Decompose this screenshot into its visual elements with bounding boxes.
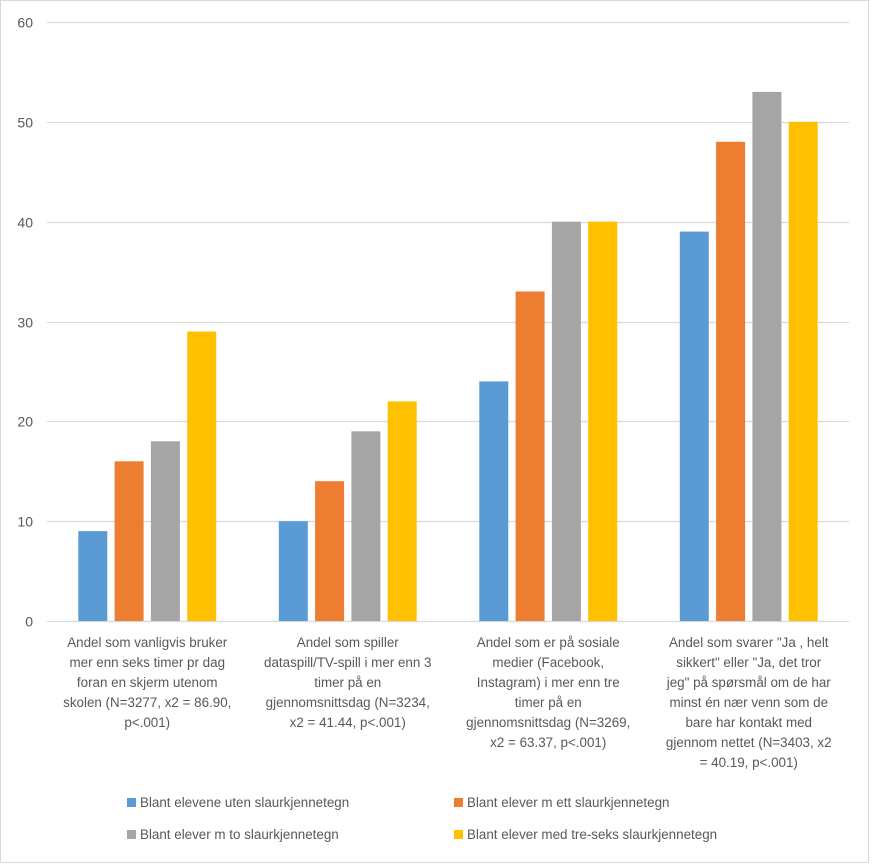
- x-category-label-line: x2 = 41.44, p<.001): [289, 715, 406, 730]
- y-tick-label: 50: [17, 115, 33, 131]
- legend-swatch: [127, 798, 136, 807]
- y-axis-ticks: 0 10 20 30 40 50 60: [17, 15, 33, 630]
- x-category-label-line: p<.001): [124, 715, 171, 730]
- x-category-label-line: = 40.19, p<.001): [699, 755, 798, 770]
- bar: [315, 481, 345, 621]
- legend-swatch: [454, 830, 463, 839]
- x-category-label-line: Andel som svarer "Ja , helt: [668, 635, 829, 650]
- bar: [551, 221, 581, 621]
- x-category-label-line: jeg" på spørsmål om de har: [666, 675, 831, 690]
- x-category-label-line: skolen (N=3277, x2 = 86.90,: [63, 695, 232, 710]
- bar: [278, 521, 308, 621]
- legend-item: Blant elevene uten slaurkjennetegn: [127, 795, 349, 810]
- legend-item: Blant elever m to slaurkjennetegn: [127, 827, 339, 842]
- bar: [351, 431, 381, 621]
- x-category-label-line: timer på en: [314, 675, 382, 690]
- y-tick-label: 20: [17, 414, 33, 430]
- x-category-label-line: Andel som spiller: [296, 635, 399, 650]
- x-category-label-line: mer enn seks timer pr dag: [69, 655, 226, 670]
- x-category-label-line: Andel som vanligvis bruker: [67, 635, 228, 650]
- x-category-label-line: x2 = 63.37, p<.001): [490, 735, 607, 750]
- x-category-label: Andel som vanligvis bruker mer enn seks t…: [49, 633, 245, 733]
- legend-label: Blant elever med tre-seks slaurkjenneteg…: [467, 827, 718, 842]
- y-tick-label: 30: [17, 315, 33, 331]
- y-tick-label: 0: [25, 614, 33, 630]
- x-category-label: Andel som svarer "Ja , helt sikkert" elle…: [651, 633, 847, 773]
- bar: [588, 221, 618, 621]
- bar: [187, 331, 217, 621]
- legend-swatch: [454, 798, 463, 807]
- x-category-label-line: bare har kontakt med: [685, 715, 813, 730]
- bars: [78, 91, 818, 622]
- x-category-label-line: gjennomsnittsdag (N=3269,: [466, 715, 631, 730]
- legend-label: Blant elever m ett slaurkjennetegn: [467, 795, 670, 810]
- legend-swatch: [127, 830, 136, 839]
- x-category-label-line: gjennomsnittsdag (N=3234,: [265, 695, 430, 710]
- legend-label: Blant elevene uten slaurkjennetegn: [140, 795, 350, 810]
- y-tick-label: 40: [17, 215, 33, 231]
- bar: [114, 461, 144, 621]
- x-category-label-line: Andel som er på sosiale: [476, 635, 620, 650]
- x-category-label-line: dataspill/TV-spill i mer enn 3: [264, 655, 432, 670]
- y-tick-label: 10: [17, 514, 33, 530]
- legend-item: Blant elever med tre-seks slaurkjenneteg…: [454, 827, 717, 842]
- x-category-label-line: foran en skjerm utenom: [76, 675, 218, 690]
- bar: [78, 531, 108, 621]
- x-category-label-line: sikkert" eller "Ja, det tror: [676, 655, 822, 670]
- x-category-label: Andel som er på sosiale medier (Facebook,…: [450, 633, 646, 753]
- y-tick-label: 60: [17, 15, 33, 31]
- bar: [387, 401, 417, 621]
- x-category-label-line: gjennom nettet (N=3403, x2: [665, 735, 832, 750]
- bar: [515, 291, 545, 621]
- bar: [752, 91, 782, 621]
- bar: [679, 231, 709, 621]
- bar: [479, 381, 509, 621]
- x-category-label-line: minst én nær venn som de: [669, 695, 829, 710]
- bar: [788, 121, 818, 622]
- bar: [150, 441, 180, 621]
- gridlines: [47, 21, 849, 623]
- x-category-label: Andel som spiller dataspill/TV-spill i me…: [250, 633, 446, 733]
- x-category-label-line: medier (Facebook,: [492, 655, 605, 670]
- bar: [716, 141, 746, 622]
- x-category-label-line: timer på en: [514, 695, 582, 710]
- x-category-label-line: Instagram) i mer enn tre: [476, 675, 620, 690]
- legend-label: Blant elever m to slaurkjennetegn: [140, 827, 339, 842]
- legend-item: Blant elever m ett slaurkjennetegn: [454, 795, 669, 810]
